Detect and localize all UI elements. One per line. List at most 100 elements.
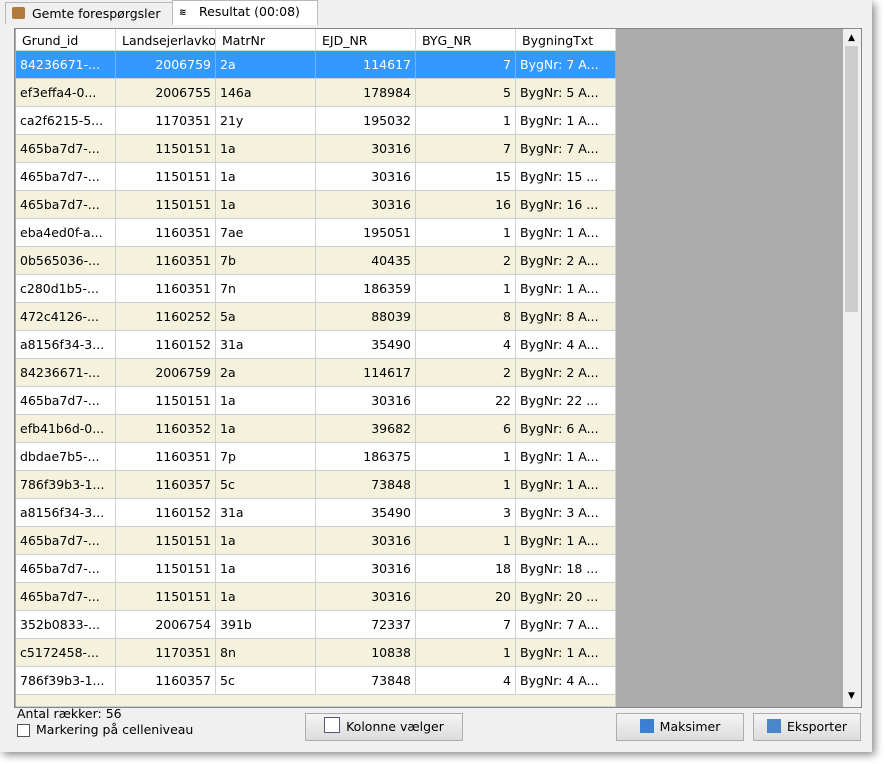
table-cell: 7 <box>416 611 516 639</box>
checkbox[interactable] <box>17 724 30 737</box>
tab-icon: ≋ <box>179 8 187 18</box>
table-cell: 31a <box>216 331 316 359</box>
scroll-thumb[interactable] <box>845 46 858 312</box>
table-cell: 39682 <box>316 415 416 443</box>
table-cell: 88039 <box>316 303 416 331</box>
table-cell: BygNr: 2 A... <box>516 247 616 275</box>
column-header: Grund_id <box>16 29 116 51</box>
column-chooser-button[interactable]: Kolonne vælger <box>305 713 463 741</box>
column-header: MatrNr <box>216 29 316 51</box>
tab-active[interactable]: ≋ Resultat (00:08) <box>172 0 318 25</box>
maximize-button[interactable]: Maksimer <box>616 713 744 741</box>
window: Gemte forespørgsler ≋ Resultat (00:08) ▲… <box>0 0 872 752</box>
table-cell: a8156f34-3... <box>16 499 116 527</box>
table-cell: 391b <box>216 611 316 639</box>
table-cell: a8156f34-3... <box>16 331 116 359</box>
table-cell: BygNr: 22 ... <box>516 387 616 415</box>
table-cell: 2 <box>416 247 516 275</box>
tab[interactable]: Gemte forespørgsler <box>5 2 174 24</box>
table-cell: 84236671-... <box>16 51 116 79</box>
table-cell: BygNr: 20 ... <box>516 583 616 611</box>
table-cell: 30316 <box>316 583 416 611</box>
table-cell: 1 <box>416 639 516 667</box>
table-cell: 7 <box>416 135 516 163</box>
checkbox-label[interactable]: Markering på celleniveau <box>36 722 194 737</box>
table-cell: 1150151 <box>116 555 216 583</box>
table-cell: 1160351 <box>116 247 216 275</box>
table-cell: 7n <box>216 275 316 303</box>
button-label: Eksporter <box>786 719 848 734</box>
table-cell: BygNr: 6 A... <box>516 415 616 443</box>
table-cell: 20 <box>416 583 516 611</box>
table-cell: 6 <box>416 415 516 443</box>
row-count: Antal rækker: 56 <box>17 706 122 721</box>
table-cell: BygNr: 15 ... <box>516 163 616 191</box>
table-cell: 786f39b3-1... <box>16 667 116 695</box>
table-cell: 72337 <box>316 611 416 639</box>
table-cell: 472c4126-... <box>16 303 116 331</box>
table-cell: 1a <box>216 555 316 583</box>
export-button[interactable]: Eksporter <box>753 713 861 741</box>
table-cell: 465ba7d7-... <box>16 583 116 611</box>
table-cell: 1150151 <box>116 135 216 163</box>
tab-label: Resultat (00:08) <box>199 4 300 19</box>
table-cell: BygNr: 1 A... <box>516 443 616 471</box>
scroll-down[interactable]: ▼ <box>848 691 855 701</box>
table-cell: 5c <box>216 667 316 695</box>
table-cell: 30316 <box>316 135 416 163</box>
table-cell: 3 <box>416 499 516 527</box>
button-label: Kolonne vælger <box>346 719 444 734</box>
table-cell: 5 <box>416 79 516 107</box>
table-cell: 1160152 <box>116 331 216 359</box>
table-cell: dbdae7b5-... <box>16 443 116 471</box>
table-cell: 195051 <box>316 219 416 247</box>
table-cell: 7p <box>216 443 316 471</box>
table-cell: 22 <box>416 387 516 415</box>
table-cell: BygNr: 1 A... <box>516 275 616 303</box>
tab-label: Gemte forespørgsler <box>32 6 161 21</box>
table-cell: efb41b6d-0... <box>16 415 116 443</box>
table-cell: 1160352 <box>116 415 216 443</box>
table-cell: ca2f6215-5... <box>16 107 116 135</box>
table-cell: 465ba7d7-... <box>16 387 116 415</box>
table-cell: 30316 <box>316 387 416 415</box>
table-cell: 146a <box>216 79 316 107</box>
table-cell: 1170351 <box>116 639 216 667</box>
table-cell: 2006759 <box>116 359 216 387</box>
table-cell: 1160152 <box>116 499 216 527</box>
button-label: Maksimer <box>659 719 721 734</box>
table-cell: 5c <box>216 471 316 499</box>
table-cell: 8n <box>216 639 316 667</box>
table-cell: 30316 <box>316 191 416 219</box>
scroll-up[interactable]: ▲ <box>848 33 855 43</box>
table-cell: eba4ed0f-a... <box>16 219 116 247</box>
table-cell: 1a <box>216 135 316 163</box>
table-cell: 2006754 <box>116 611 216 639</box>
table-cell: BygNr: 7 A... <box>516 611 616 639</box>
table-cell: 195032 <box>316 107 416 135</box>
scrollbar[interactable]: ▲ ▼ <box>843 29 861 707</box>
table-cell: 2a <box>216 359 316 387</box>
table-cell: 10838 <box>316 639 416 667</box>
table-cell: 186375 <box>316 443 416 471</box>
table-cell: 2006755 <box>116 79 216 107</box>
table-cell: BygNr: 3 A... <box>516 499 616 527</box>
table-cell: BygNr: 7 A... <box>516 51 616 79</box>
table-cell: 1a <box>216 191 316 219</box>
column-header: BYG_NR <box>416 29 516 51</box>
table-cell: BygNr: 1 A... <box>516 219 616 247</box>
table-cell: 1a <box>216 387 316 415</box>
column-header: BygningTxt <box>516 29 616 51</box>
table-cell: 7b <box>216 247 316 275</box>
table-cell: 1160351 <box>116 275 216 303</box>
table-cell: 114617 <box>316 51 416 79</box>
table-cell: 16 <box>416 191 516 219</box>
table-cell: 1160351 <box>116 443 216 471</box>
table-cell: 1160351 <box>116 219 216 247</box>
table-cell: 1150151 <box>116 583 216 611</box>
table-cell: 1150151 <box>116 387 216 415</box>
table-cell: 786f39b3-1... <box>16 471 116 499</box>
table-cell: c280d1b5-... <box>16 275 116 303</box>
column-header: Landsejerlavko <box>116 29 216 51</box>
table-cell: 1160252 <box>116 303 216 331</box>
